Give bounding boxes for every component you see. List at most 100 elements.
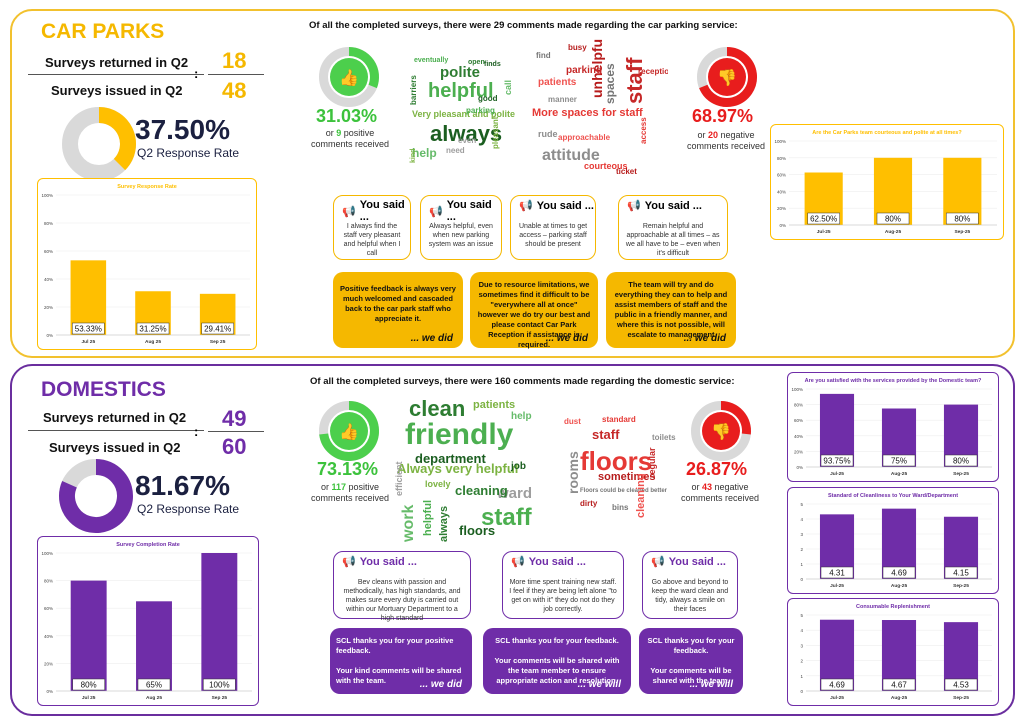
word-cloud-word: find <box>536 51 551 60</box>
y-tick-label: 100% <box>791 387 803 392</box>
cp-negative-word-cloud: staff More spaces for staff attitude unhelp… <box>528 38 668 186</box>
data-label: 4.15 <box>953 569 969 578</box>
dom-issued-label: Surveys issued in Q2 <box>49 440 181 455</box>
cp-said-bubble: 📢 You said ... Remain helpful and approac… <box>618 195 728 260</box>
dom-did-box: SCL thanks you for your positive feedbac… <box>330 628 472 694</box>
data-label-box <box>72 678 105 691</box>
data-label: 80% <box>954 215 970 224</box>
y-tick-label: 60% <box>44 606 53 611</box>
word-cloud-word: eventually <box>414 57 449 64</box>
x-tick-label: Jul-25 <box>830 695 844 701</box>
y-tick-label: 40% <box>44 634 53 639</box>
word-cloud-word: department <box>415 451 486 466</box>
word-cloud-word: work <box>400 504 417 542</box>
word-cloud-word: reception <box>638 67 668 76</box>
data-label: 75% <box>891 457 907 466</box>
did-text: SCL thanks you for your feedback. Your c… <box>647 636 735 685</box>
data-label-box <box>882 566 916 579</box>
word-cloud-word: ward <box>497 485 533 502</box>
x-tick-label: Jul-25 <box>830 583 844 589</box>
said-text: Unable at times to get access – parking … <box>518 223 588 248</box>
word-cloud-word: good <box>478 94 498 103</box>
cp-negative-caption: or 20 negative comments received <box>686 130 766 151</box>
ring-value-arc <box>348 47 379 89</box>
data-label-box <box>882 454 916 467</box>
data-label: 93.75% <box>823 457 850 466</box>
word-cloud-word: help <box>412 146 437 160</box>
chart-title: Standard of Cleanliness to Your Ward/Dep… <box>828 493 958 499</box>
dom-returned-label: Surveys returned in Q2 <box>43 410 187 425</box>
word-cloud-word: regular <box>647 447 657 478</box>
dom-negative-caption: or 43 negative comments received <box>680 482 760 503</box>
y-tick-label: 20% <box>44 305 53 310</box>
data-label-box <box>944 454 978 467</box>
word-cloud-word: patients <box>473 399 516 411</box>
dom-consumable-chart: Consumable Replenishment 0 1 2 3 4 5 4.69 Jul-25… <box>787 598 999 706</box>
y-tick-label: 100% <box>41 193 53 198</box>
dom-negative-pct: 26.87% <box>686 459 748 479</box>
dom-divider <box>28 430 204 431</box>
word-cloud-word: parking <box>466 106 495 115</box>
y-tick-label: 80% <box>44 579 53 584</box>
word-cloud-word: More spaces for staff <box>532 107 643 119</box>
word-cloud-word: standard <box>602 415 636 424</box>
y-tick-label: 0% <box>46 333 53 338</box>
svg-text:👍: 👍 <box>339 68 359 87</box>
dom-negative-word-cloud: staff floors rooms sometimes Floors could be… <box>562 414 678 524</box>
cp-said-bubble: 📢 You said ... Always helpful, even when … <box>420 195 502 260</box>
bar-chart-svg: Are the Car Parks team courteous and pol… <box>774 130 997 235</box>
word-cloud-word: rude <box>538 129 558 139</box>
data-label-box <box>882 678 916 691</box>
dom-said-bubble: 📢 You said ... Bev cleans with passion an… <box>333 551 471 622</box>
data-label: 4.53 <box>953 681 969 690</box>
did-sign: ... we will <box>689 679 733 690</box>
data-label-box <box>944 566 978 579</box>
data-label-box <box>72 322 105 335</box>
did-text: Due to resource limitations, we sometime… <box>477 280 591 349</box>
said-heading: You said ... <box>528 555 586 568</box>
y-tick-label: 40% <box>777 189 786 194</box>
car-parks-title: CAR PARKS <box>41 20 165 43</box>
word-cloud-word: always <box>430 121 503 146</box>
word-cloud-word: always <box>438 505 450 542</box>
cp-negative-pct: 68.97% <box>692 106 754 126</box>
y-tick-label: 60% <box>777 173 786 178</box>
word-cloud-word: bins <box>612 503 629 512</box>
word-cloud-word: patients <box>538 77 577 88</box>
y-tick-label: 40% <box>44 277 53 282</box>
data-label-box <box>136 322 170 335</box>
dom-rate-value: 81.67% <box>135 470 230 501</box>
x-tick-label: Sep-25 <box>953 583 969 589</box>
cp-positive-caption: or 9 positive comments received <box>310 128 390 149</box>
word-cloud-word: manner <box>548 95 577 104</box>
cp-value-divider <box>208 74 264 75</box>
word-cloud-word: call <box>503 79 513 95</box>
data-label: 31.25% <box>139 325 166 334</box>
dom-positive-caption: or 117 positive comments received <box>310 482 390 503</box>
bar-chart-svg: Are you satisfied with the services prov… <box>791 378 992 477</box>
dom-value-divider <box>208 431 264 432</box>
said-heading: You said ... <box>446 199 492 223</box>
word-cloud-word: Very pleasant and polite <box>412 109 516 119</box>
data-label-box <box>820 678 854 691</box>
cp-response-rate-chart: Survey Response Rate 0% 20% 40% 60% 80% 100% 53… <box>37 178 257 350</box>
word-cloud-word: job <box>511 461 526 472</box>
y-tick-label: 20% <box>777 206 786 211</box>
word-cloud-word: attitude <box>542 147 600 164</box>
data-label-box <box>820 454 854 467</box>
cp-issued-value: 48 <box>222 78 247 103</box>
x-tick-label: Aug-25 <box>891 695 908 701</box>
y-tick-label: 20% <box>794 449 803 454</box>
dom-satisfied-chart: Are you satisfied with the services prov… <box>787 372 999 482</box>
ring-value-arc <box>319 401 379 461</box>
word-cloud-word: staff <box>481 504 532 531</box>
data-label: 4.31 <box>829 569 845 578</box>
cp-headline: Of all the completed surveys, there were… <box>309 20 738 31</box>
y-tick-label: 4 <box>800 628 803 633</box>
word-cloud-word: toilets <box>652 433 676 442</box>
cp-did-box: Positive feedback is always very much we… <box>333 272 463 348</box>
thumbs-down-icon: 👎 <box>702 412 740 450</box>
thumbs-down-icon: 👎 <box>708 58 746 96</box>
word-cloud-word: floors <box>459 523 496 538</box>
cp-said-bubble: 📢 You said ... Unable at times to get acc… <box>510 195 596 260</box>
